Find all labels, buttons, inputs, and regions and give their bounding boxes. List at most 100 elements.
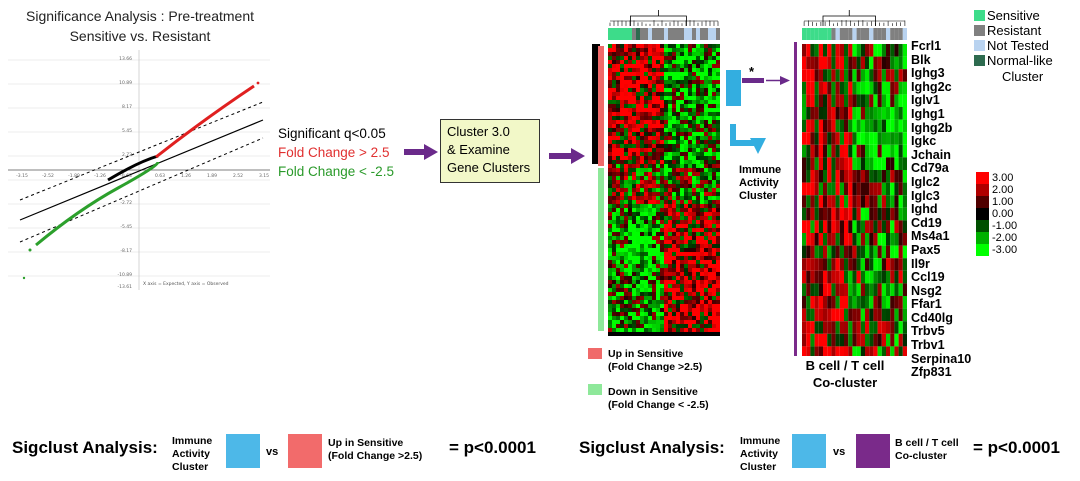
sample-bar-cell [608,28,612,40]
heatmap-cell [696,124,700,128]
heatmap-cell [640,196,644,200]
zoom-cell [881,245,886,259]
heatmap-cell [616,240,620,244]
heatmap-cell [632,136,636,140]
heatmap-cell [688,232,692,236]
heatmap-cell [608,140,612,144]
heatmap-cell [680,104,684,108]
heatmap-cell [636,292,640,296]
heatmap-cell [684,312,688,316]
heatmap-cell [692,292,696,296]
heatmap-cell [644,296,648,300]
heatmap-cell [644,304,648,308]
zoom-cell [865,207,870,221]
zoom-cell [831,107,836,120]
heatmap-cell [616,180,620,184]
heatmap-cell [636,72,640,76]
heatmap-cell [708,304,712,308]
heatmap-cell [636,128,640,132]
heatmap-cell [612,52,616,56]
heatmap-cell [668,128,672,132]
heatmap-cell [628,192,632,196]
heatmap-cell [700,144,704,148]
heatmap-cell [684,188,688,192]
heatmap-cell [668,276,672,280]
heatmap-cell [672,220,676,224]
heatmap-cell [716,132,720,136]
heatmap-cell [620,280,624,284]
zoom-cell [865,233,870,246]
zoom-cell [894,107,899,120]
heatmap-cell [636,240,640,244]
heatmap-cell [704,168,708,172]
heatmap-cell [680,308,684,312]
heatmap-cell [700,272,704,276]
heatmap-cell [688,260,692,264]
main-heatmap-cells [608,44,720,336]
heatmap-cell [672,168,676,172]
heatmap-cell [716,320,720,324]
zoom-cell [860,94,865,107]
heatmap-cell [680,224,684,228]
heatmap-cell [692,252,696,256]
heatmap-cell [656,224,660,228]
heatmap-cell [648,232,652,236]
heatmap-cell [628,156,632,160]
sigclust-right-blue-box [792,434,826,468]
zoom-cell [806,107,811,120]
zoom-cell [827,157,832,170]
zoom-cell [802,233,807,246]
heatmap-cell [644,96,648,100]
zoom-cell [856,258,861,271]
zoom-cell [802,195,807,208]
heatmap-cell [716,112,720,116]
zoom-cell [890,157,895,170]
heatmap-cell [680,172,684,176]
heatmap-cell [616,160,620,164]
zoom-cell [869,245,874,259]
heatmap-cell [620,44,624,48]
heatmap-cell [608,56,612,60]
heatmap-cell [684,260,688,264]
heatmap-cell [636,308,640,312]
zoom-cell [802,258,807,271]
zoom-cell [860,220,865,233]
sigclust-left-salmon-box [288,434,322,468]
heatmap-cell [656,124,660,128]
heatmap-cell [676,200,680,204]
zoom-cell [802,220,807,233]
heatmap-cell [628,104,632,108]
heatmap-cell [712,128,716,132]
heatmap-cell [684,104,688,108]
heatmap-cell [668,96,672,100]
heatmap-cell [644,208,648,212]
heatmap-cell [680,124,684,128]
heatmap-cell [612,140,616,144]
heatmap-cell [644,328,648,332]
heatmap-cell [620,296,624,300]
zoom-cell [877,170,882,183]
zoom-cell [881,296,886,309]
heatmap-cell [712,100,716,104]
zoom-cell [814,94,819,107]
heatmap-cell [644,52,648,56]
heatmap-cell [636,124,640,128]
heatmap-cell [636,304,640,308]
heatmap-cell [716,224,720,228]
zoom-cell [839,220,844,233]
sample-bar-cell [648,28,652,40]
heatmap-cell [668,140,672,144]
heatmap-cell [680,180,684,184]
heatmap-cell [704,296,708,300]
zoom-cell [865,346,870,356]
heatmap-cell [668,192,672,196]
heatmap-cell [716,216,720,220]
zoom-cell [877,69,882,82]
zoom-cell [877,283,882,296]
heatmap-cell [640,236,644,240]
heatmap-cell [640,116,644,120]
heatmap-cell [664,268,668,272]
zoom-cell [877,56,882,70]
heatmap-cell [716,64,720,68]
zoom-cell [818,296,823,309]
